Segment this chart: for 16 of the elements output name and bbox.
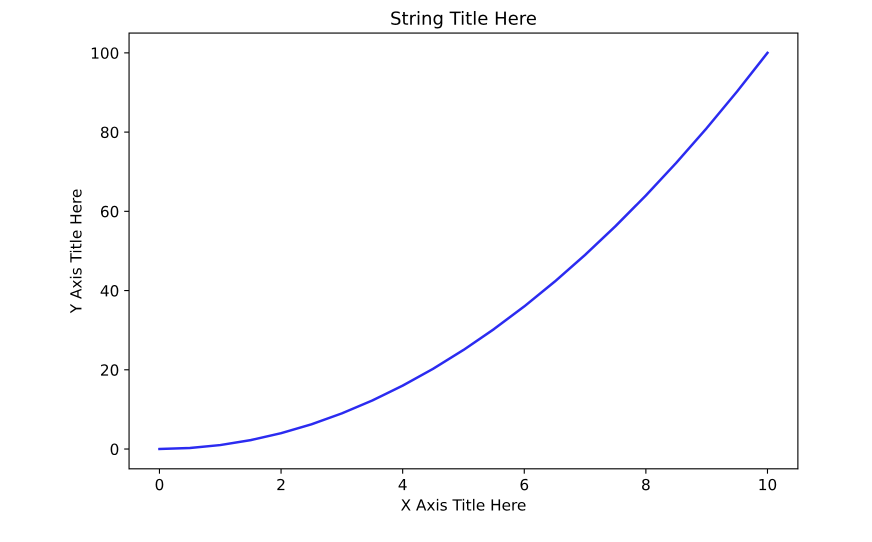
x-tick-label: 2 [277, 478, 284, 490]
x-axis-title: X Axis Title Here [401, 498, 526, 511]
line-series [158, 52, 769, 450]
y-tick-label: 80 [100, 126, 118, 138]
chart-title: String Title Here [391, 11, 536, 28]
x-tick-label: 8 [642, 478, 650, 490]
y-tick-label: 40 [100, 285, 118, 297]
x-tick-label: 4 [398, 479, 407, 490]
y-axis-title: Y Axis Title Here [70, 189, 82, 314]
y-tick-label: 0 [110, 443, 118, 456]
x-tick-label: 6 [520, 478, 528, 490]
y-tick-label: 20 [101, 364, 118, 376]
x-tick-label: 10 [759, 478, 776, 490]
x-tick-label: 0 [156, 478, 164, 490]
y-tick-label: 100 [92, 47, 118, 59]
y-tick-label: 60 [100, 206, 118, 218]
